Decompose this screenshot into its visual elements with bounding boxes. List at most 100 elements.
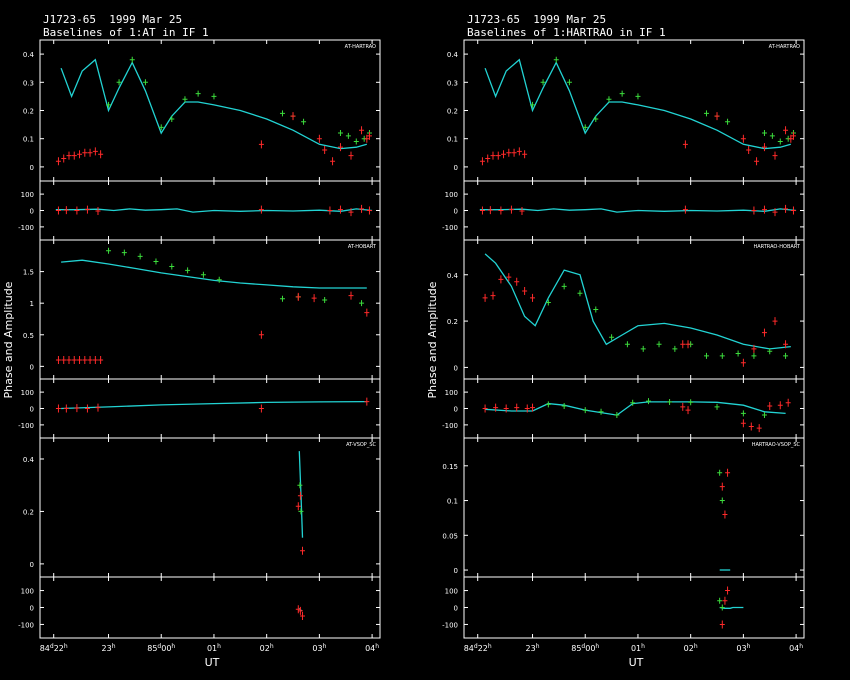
green-data-point bbox=[717, 469, 723, 476]
red-data-point bbox=[501, 150, 507, 159]
panel-0-at-hartrao-amplitude: 0 0.1 0.2 0.3 0.4 AT-HARTRAO bbox=[23, 39, 381, 182]
red-data-point bbox=[348, 208, 354, 217]
red-data-point bbox=[82, 148, 88, 157]
baseline-label: AT-HARTRAO bbox=[345, 44, 376, 50]
red-data-point bbox=[98, 150, 104, 159]
right-y-axis-label: Phase and Amplitude bbox=[426, 281, 439, 398]
green-data-point bbox=[185, 267, 191, 274]
red-data-point bbox=[511, 148, 517, 157]
green-data-point bbox=[582, 124, 588, 131]
panel-frame bbox=[39, 437, 381, 578]
red-data-point bbox=[74, 206, 80, 215]
red-data-point bbox=[348, 151, 354, 160]
baseline-label: AT-HOBART bbox=[348, 244, 377, 250]
panel-frame bbox=[39, 39, 381, 182]
panel-1-hartrao-hobart-phase: 100 0 -100 bbox=[442, 378, 805, 439]
x-tick-label: 02h bbox=[684, 643, 698, 653]
red-data-point bbox=[519, 206, 525, 215]
green-data-point bbox=[169, 263, 175, 270]
y-tick-label: 0.3 bbox=[23, 79, 34, 87]
red-data-point bbox=[311, 294, 317, 303]
green-data-point bbox=[566, 79, 572, 86]
y-tick-label: 0 bbox=[30, 363, 34, 371]
red-data-point bbox=[359, 204, 365, 213]
red-data-point bbox=[495, 151, 501, 160]
model-curve bbox=[60, 58, 367, 150]
panel-1-hartrao-vsop-sc-amplitude: 0 0.05 0.1 0.15 HARTRAO-VSOP_SC bbox=[442, 437, 805, 578]
red-data-point bbox=[63, 404, 69, 413]
green-data-point bbox=[719, 604, 725, 611]
green-data-point bbox=[298, 508, 304, 515]
y-tick-label: 100 bbox=[21, 191, 34, 199]
green-data-point bbox=[725, 118, 731, 125]
green-data-point bbox=[106, 247, 112, 254]
y-tick-label: 100 bbox=[445, 389, 458, 397]
red-data-point bbox=[487, 206, 493, 215]
green-data-point bbox=[322, 297, 328, 304]
red-data-point bbox=[680, 340, 686, 349]
panel-0-at-hobart-amplitude: 0 0.5 1 1.5 AT-HOBART bbox=[23, 239, 381, 380]
red-data-point bbox=[746, 145, 752, 154]
red-data-point bbox=[761, 143, 767, 152]
red-data-point bbox=[777, 401, 783, 410]
y-tick-label: 100 bbox=[445, 588, 458, 596]
red-data-point bbox=[84, 205, 90, 214]
y-tick-label: -100 bbox=[442, 621, 458, 629]
x-tick-label: 04h bbox=[789, 643, 803, 653]
y-tick-label: 0.05 bbox=[442, 532, 458, 540]
red-data-point bbox=[498, 275, 504, 284]
red-data-point bbox=[722, 596, 728, 605]
green-data-point bbox=[606, 96, 612, 103]
red-data-point bbox=[366, 206, 372, 215]
green-data-point bbox=[609, 334, 615, 341]
y-tick-label: -100 bbox=[18, 422, 34, 430]
baseline-label: AT-HARTRAO bbox=[769, 44, 800, 50]
red-data-point bbox=[297, 606, 303, 615]
y-tick-label: 0.1 bbox=[447, 498, 458, 506]
red-data-point bbox=[327, 206, 333, 215]
panel-1-hartrao-vsop-sc-phase: 100 0 -100 bbox=[442, 576, 805, 639]
y-tick-label: 0 bbox=[30, 406, 34, 414]
red-data-point bbox=[300, 611, 306, 620]
green-data-point bbox=[769, 132, 775, 139]
green-data-point bbox=[553, 56, 559, 63]
red-data-point bbox=[772, 317, 778, 326]
red-data-point bbox=[748, 422, 754, 431]
red-data-point bbox=[337, 205, 343, 214]
red-data-point bbox=[740, 134, 746, 143]
y-tick-label: 1.5 bbox=[23, 269, 34, 277]
red-data-point bbox=[98, 356, 104, 365]
x-tick-label: 85d00h bbox=[571, 643, 599, 653]
y-tick-label: 0.15 bbox=[442, 463, 458, 471]
panel-0-at-vsop-sc-amplitude: 0 0.2 0.4 AT-VSOP_SC bbox=[23, 437, 381, 578]
red-data-point bbox=[364, 134, 370, 143]
red-data-point bbox=[95, 403, 101, 412]
green-data-point bbox=[561, 403, 567, 410]
y-tick-label: 0 bbox=[30, 561, 34, 569]
red-data-point bbox=[490, 291, 496, 300]
red-data-point bbox=[364, 397, 370, 406]
green-data-point bbox=[577, 290, 583, 297]
green-data-point bbox=[279, 295, 285, 302]
green-data-point bbox=[142, 79, 148, 86]
green-data-point bbox=[200, 271, 206, 278]
red-data-point bbox=[55, 157, 61, 166]
x-tick-label: 84d22h bbox=[464, 643, 492, 653]
red-data-point bbox=[498, 206, 504, 215]
red-data-point bbox=[503, 404, 509, 413]
red-data-point bbox=[725, 586, 731, 595]
red-data-point bbox=[493, 403, 499, 412]
red-data-point bbox=[337, 143, 343, 152]
model-curve bbox=[484, 58, 791, 150]
model-curve bbox=[719, 606, 744, 609]
green-data-point bbox=[783, 352, 789, 359]
green-data-point bbox=[703, 352, 709, 359]
red-data-point bbox=[751, 206, 757, 215]
red-data-point bbox=[71, 356, 77, 365]
y-tick-label: 0 bbox=[454, 364, 458, 372]
red-data-point bbox=[322, 145, 328, 154]
green-data-point bbox=[635, 93, 641, 100]
red-data-point bbox=[366, 131, 372, 140]
green-data-point bbox=[619, 90, 625, 97]
green-data-point bbox=[561, 283, 567, 290]
